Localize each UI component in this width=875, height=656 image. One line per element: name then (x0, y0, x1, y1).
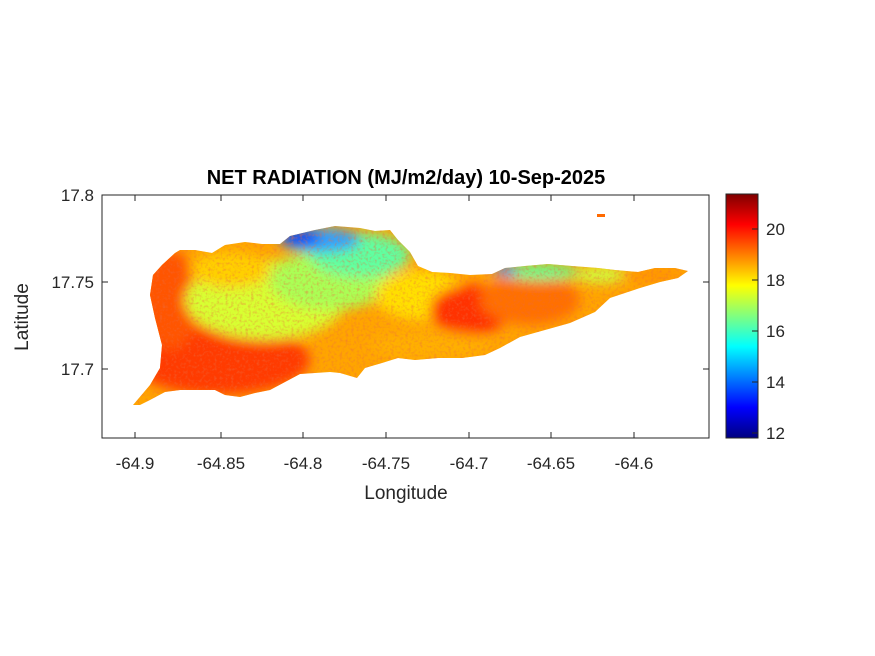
colorbar-tick-label: 14 (766, 373, 785, 392)
colorbar-tick-label: 18 (766, 271, 785, 290)
colorbar-tick-label: 12 (766, 424, 785, 443)
colorbar-ticks (752, 228, 758, 434)
y-axis-label: Latitude (12, 283, 33, 351)
y-tick-label: 17.8 (61, 186, 94, 205)
colorbar-tick-label: 16 (766, 322, 785, 341)
axis-ticks (102, 194, 709, 438)
colorbar: 12 14 16 18 20 (725, 193, 785, 443)
y-tick-labels: 17.7 17.75 17.8 (51, 186, 94, 379)
x-tick-label: -64.9 (116, 454, 155, 473)
y-tick-label: 17.75 (51, 273, 94, 292)
colorbar-gradient (725, 193, 759, 439)
x-tick-label: -64.7 (450, 454, 489, 473)
x-tick-labels: -64.9 -64.85 -64.8 -64.75 -64.7 -64.65 -… (116, 454, 654, 473)
x-axis-label: Longitude (364, 483, 447, 504)
y-tick-label: 17.7 (61, 360, 94, 379)
x-tick-label: -64.85 (197, 454, 245, 473)
x-tick-label: -64.8 (284, 454, 323, 473)
x-tick-label: -64.65 (527, 454, 575, 473)
x-tick-label: -64.75 (362, 454, 410, 473)
chart-title: NET RADIATION (MJ/m2/day) 10-Sep-2025 (207, 167, 606, 189)
colorbar-tick-label: 20 (766, 220, 785, 239)
x-tick-label: -64.6 (615, 454, 654, 473)
